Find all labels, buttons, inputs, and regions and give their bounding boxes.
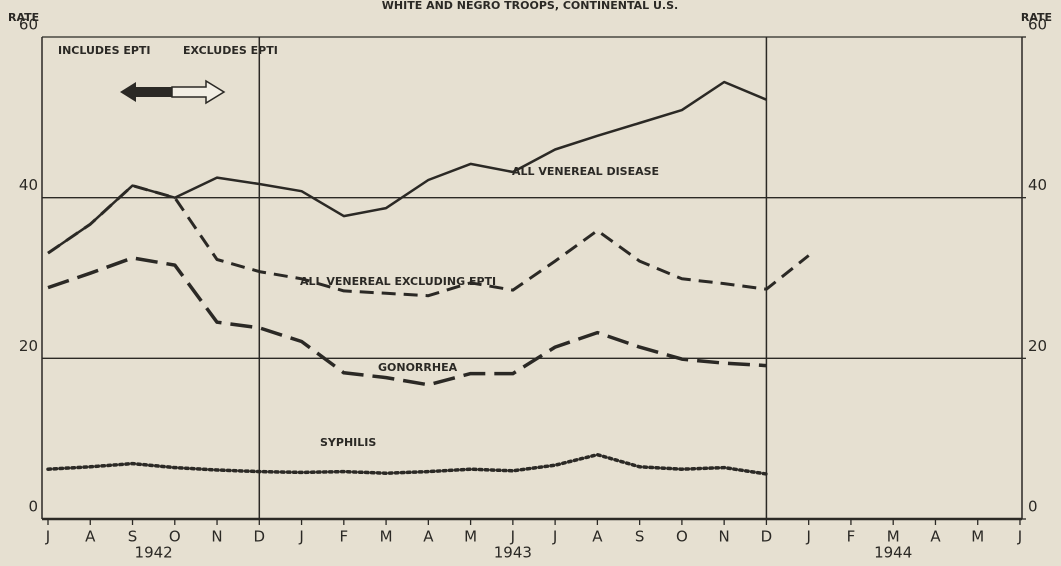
y-tick-label: 60 <box>19 16 38 34</box>
epti-legend: INCLUDES EPTI EXCLUDES EPTI <box>58 44 278 105</box>
x-tick-label: D <box>761 528 773 546</box>
x-tick-label: S <box>128 528 138 546</box>
year-label: 1942 <box>135 544 173 562</box>
x-tick-label: J <box>298 528 303 546</box>
year-label: 1943 <box>494 544 532 562</box>
x-tick-label: A <box>423 528 434 546</box>
annotation: INCLUDES EPTI <box>58 44 151 57</box>
y-tick-label: 0 <box>28 498 38 516</box>
x-tick-label: F <box>847 528 856 546</box>
x-tick-label: M <box>464 528 477 546</box>
x-tick-label: A <box>930 528 941 546</box>
x-tick-label: J <box>45 528 50 546</box>
series-line <box>47 184 810 298</box>
y2-tick-label: 20 <box>1028 337 1047 355</box>
x-tick-label: N <box>211 528 222 546</box>
x-tick-label: A <box>592 528 603 546</box>
x-tick-label: J <box>805 528 810 546</box>
chart-title: WHITE AND NEGRO TROOPS, CONTINENTAL U.S. <box>382 0 678 12</box>
y-tick-label: 40 <box>19 176 38 194</box>
y2-tick-label: 60 <box>1028 16 1047 34</box>
series-label: ALL VENEREAL DISEASE <box>512 165 659 178</box>
annotation: EXCLUDES EPTI <box>183 44 278 57</box>
series-label: SYPHILIS <box>320 436 376 449</box>
x-tick-label: A <box>85 528 96 546</box>
x-tick-label: M <box>971 528 984 546</box>
x-tick-label: M <box>887 528 900 546</box>
x-tick-label: J <box>552 528 557 546</box>
series-label: ALL VENEREAL EXCLUDING EPTI <box>300 275 496 288</box>
y-axis-label: RATE <box>8 11 39 24</box>
x-tick-label: J <box>1017 528 1022 546</box>
right-arrow <box>171 79 226 105</box>
year-label: 1944 <box>874 544 912 562</box>
x-tick-label: O <box>169 528 181 546</box>
x-tick-label: M <box>380 528 393 546</box>
x-tick-label: J <box>510 528 515 546</box>
x-tick-label: S <box>635 528 645 546</box>
series-line <box>46 452 769 476</box>
y2-axis-label: RATE <box>1021 11 1052 24</box>
x-tick-label: O <box>676 528 688 546</box>
y-tick-label: 20 <box>19 337 38 355</box>
series-label: GONORRHEA <box>378 361 458 374</box>
x-tick-label: D <box>254 528 266 546</box>
y2-tick-label: 0 <box>1028 498 1038 516</box>
left-arrow <box>120 82 172 102</box>
x-tick-label: F <box>339 528 348 546</box>
y2-tick-label: 40 <box>1028 176 1047 194</box>
x-tick-label: N <box>719 528 730 546</box>
series-line <box>47 256 767 387</box>
